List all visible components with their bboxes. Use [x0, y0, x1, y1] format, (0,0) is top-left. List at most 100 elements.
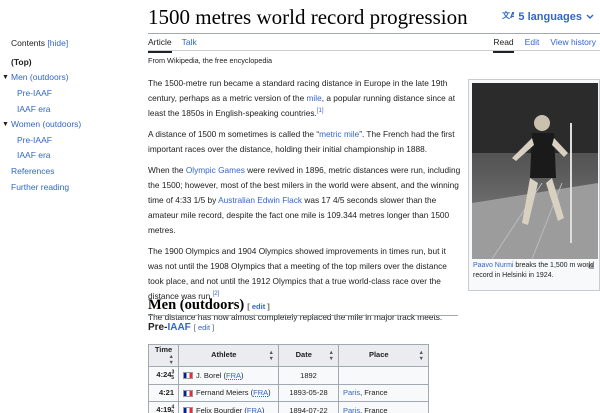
athlete-name: Felix Bourdier: [196, 405, 243, 413]
table-of-contents: Contents [hide] (Top) ▼ Men (outdoors) Pre-…: [0, 38, 140, 194]
translate-icon: 文A: [502, 10, 517, 23]
link-edwin-flack[interactable]: Australian Edwin Flack: [218, 195, 303, 205]
subsection-title: Pre-: [148, 322, 168, 333]
column-header-date[interactable]: Date ▲ ▼: [278, 344, 339, 367]
edit-subsection-link[interactable]: [ edit ]: [193, 323, 215, 332]
text: ”. The French had the first important ra…: [148, 129, 455, 154]
section-title: Men (outdoors): [148, 297, 245, 313]
cell-athlete: Fernand Meiers (FRA): [178, 383, 279, 402]
nationality-abbr[interactable]: FRA: [253, 388, 269, 398]
column-header-place[interactable]: Place ▲ ▼: [338, 344, 429, 367]
section-men-outdoors: Men (outdoors)[ edit ]: [148, 297, 270, 314]
chevron-down-icon[interactable]: ▼: [2, 73, 9, 81]
toc-item-iaaf-era[interactable]: IAAF era: [0, 101, 140, 117]
nationality-abbr[interactable]: FRA: [226, 370, 242, 380]
cell-date: 1894-07-22: [278, 401, 339, 413]
records-table: Time ▲ ▼ Athlete ▲ ▼ Date ▲ ▼ Place ▲ ▼ 4:2435 J.…: [148, 344, 429, 413]
toc-item-label: Men (outdoors): [11, 72, 69, 83]
tab-edit[interactable]: Edit: [524, 37, 540, 47]
link-mile[interactable]: mile: [306, 93, 322, 103]
toc-header: Contents [hide]: [0, 38, 140, 48]
place-link[interactable]: Paris: [343, 405, 361, 413]
cell-athlete: Felix Bourdier (FRA): [178, 401, 279, 413]
toc-item-pre-iaaf[interactable]: Pre-IAAF: [0, 85, 140, 101]
nurmi-photo[interactable]: [472, 83, 598, 259]
toc-item-references[interactable]: References: [0, 163, 140, 179]
sort-icon[interactable]: ▲ ▼: [418, 349, 424, 362]
namespace-tabs: Article Talk: [148, 37, 197, 53]
cell-place: [338, 366, 429, 385]
tab-view-history[interactable]: View history: [550, 37, 596, 47]
table-row: 4:21 Fernand Meiers (FRA) 1893-05-28 Paris,…: [148, 383, 429, 402]
tab-read[interactable]: Read: [493, 37, 514, 53]
language-count: 5 languages: [518, 10, 582, 23]
link-iaaf[interactable]: IAAF: [167, 322, 191, 333]
toc-item-pre-iaaf[interactable]: Pre-IAAF: [0, 132, 140, 148]
toc-item-top[interactable]: (Top): [0, 54, 140, 70]
chevron-down-icon: [586, 11, 594, 23]
toc-item-label: Pre-IAAF: [17, 134, 52, 145]
place-link[interactable]: Paris: [343, 388, 361, 398]
cell-place: Paris, France: [338, 383, 429, 402]
paragraph-metric-mile: A distance of 1500 m sometimes is called…: [148, 127, 461, 157]
time-fraction-den: 5: [171, 375, 174, 381]
enlarge-icon[interactable]: ⧉: [588, 262, 594, 271]
page-title: 1500 metres world record progression: [148, 5, 468, 29]
sort-icon[interactable]: ▲ ▼: [268, 349, 274, 362]
paragraph-olympics-1896: When the Olympic Games were revived in 1…: [148, 163, 461, 238]
svg-text:文A: 文A: [502, 10, 514, 20]
language-button[interactable]: 文A 5 languages: [502, 10, 594, 23]
table-header-row: Time ▲ ▼ Athlete ▲ ▼ Date ▲ ▼ Place ▲ ▼: [148, 344, 429, 367]
text: The distance has now almost completely r…: [148, 312, 443, 322]
title-divider: [148, 33, 600, 34]
toc-item-label: Further reading: [11, 181, 70, 192]
column-header-athlete[interactable]: Athlete ▲ ▼: [178, 344, 279, 367]
edit-link[interactable]: edit: [197, 323, 211, 332]
sort-icon[interactable]: ▲ ▼: [168, 354, 174, 366]
edit-section-link[interactable]: [ edit ]: [247, 302, 270, 311]
cell-date: 1892: [278, 366, 339, 385]
france-flag-icon: [183, 407, 193, 413]
sort-icon[interactable]: ▲ ▼: [328, 349, 334, 362]
reference-1[interactable]: [1]: [316, 108, 324, 115]
text: The 1900 Olympics and 1904 Olympics show…: [148, 246, 447, 301]
edit-link[interactable]: edit: [251, 302, 266, 311]
toc-item-iaaf-era[interactable]: IAAF era: [0, 148, 140, 164]
header-label: Athlete: [211, 349, 237, 359]
athlete-name: J. Borel: [196, 370, 222, 380]
header-label: Time: [154, 345, 173, 354]
chevron-down-icon[interactable]: ▼: [2, 120, 9, 128]
cell-date: 1893-05-28: [278, 383, 339, 402]
toc-item-women-outdoors[interactable]: ▼ Women (outdoors): [0, 116, 140, 132]
paragraph-olympics-1900: The 1900 Olympics and 1904 Olympics show…: [148, 244, 461, 304]
text: The 1500-metre run became a standard rac…: [148, 78, 448, 103]
toc-item-label: IAAF era: [17, 103, 51, 114]
reference-2[interactable]: [2]: [212, 291, 220, 298]
place-country: , France: [360, 388, 388, 398]
nationality-abbr[interactable]: FRA: [246, 405, 262, 413]
toc-hide-link[interactable]: [hide]: [47, 38, 69, 48]
column-header-time[interactable]: Time ▲ ▼: [148, 344, 179, 367]
caption-text: breaks the 1,500 m world record in Helsi…: [473, 262, 595, 279]
text: , a popular running distance since at le…: [148, 93, 456, 118]
text: were revived in 1896, metric distances w…: [148, 165, 461, 205]
header-label: Place: [368, 349, 389, 359]
time-fraction-den: 5: [171, 410, 174, 413]
time-value: 4:21: [158, 388, 174, 398]
time-fraction-num: 4: [171, 404, 175, 410]
tab-talk[interactable]: Talk: [181, 37, 197, 47]
link-olympic-games[interactable]: Olympic Games: [185, 165, 245, 175]
text: was 17 4/5 seconds slower than the amate…: [148, 195, 450, 235]
tagline: From Wikipedia, the free encyclopedia: [148, 56, 273, 65]
link-metric-mile[interactable]: metric mile: [319, 129, 360, 139]
toc-item-further-reading[interactable]: Further reading: [0, 179, 140, 195]
cell-place: Paris, France: [338, 401, 429, 413]
header-label: Date: [295, 349, 312, 359]
toc-item-label: Women (outdoors): [11, 119, 82, 130]
cell-time: 4:2435: [148, 366, 179, 385]
cell-time: 4:21: [148, 383, 179, 402]
link-paavo-nurmi[interactable]: Paavo Nurmi: [473, 262, 514, 269]
tab-article[interactable]: Article: [148, 37, 172, 53]
toc-item-men-outdoors[interactable]: ▼ Men (outdoors): [0, 70, 140, 86]
place-country: , France: [360, 405, 388, 413]
